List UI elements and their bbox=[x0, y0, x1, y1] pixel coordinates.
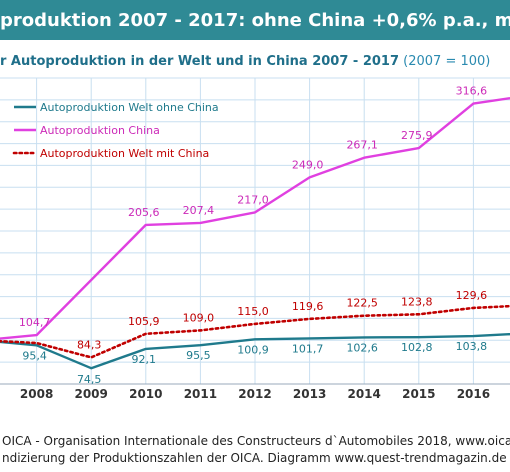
data-label: 207,4 bbox=[183, 204, 215, 217]
chart-subtitle-note: (2007 = 100) bbox=[403, 54, 491, 69]
data-label: 119,6 bbox=[292, 300, 324, 313]
data-label: 129,6 bbox=[456, 289, 488, 302]
x-tick-label: 2013 bbox=[293, 387, 326, 400]
x-tick-label: 2009 bbox=[74, 387, 107, 400]
data-label: 267,1 bbox=[346, 139, 378, 152]
data-label: 249,0 bbox=[292, 158, 324, 171]
data-label: 122,5 bbox=[346, 297, 378, 310]
x-tick-label: 2014 bbox=[347, 387, 380, 400]
data-label: 95,4 bbox=[22, 349, 47, 362]
legend-label: Autoproduktion Welt ohne China bbox=[40, 101, 219, 114]
data-label: 205,6 bbox=[128, 206, 160, 219]
series-line-ohne-china bbox=[0, 332, 510, 370]
data-label: 105,9 bbox=[128, 315, 160, 328]
source-note: OICA - Organisation Internationale des C… bbox=[2, 434, 510, 448]
data-label: 109,0 bbox=[183, 311, 215, 324]
data-label: 102,6 bbox=[346, 341, 378, 354]
data-label: 104,7 bbox=[19, 316, 51, 329]
chart-title: produktion 2007 - 2017: ohne China +0,6%… bbox=[0, 10, 510, 31]
data-label: 123,8 bbox=[401, 295, 433, 308]
data-label: 95,5 bbox=[186, 349, 211, 362]
legend-label: Autoproduktion China bbox=[40, 124, 160, 137]
title-bar: produktion 2007 - 2017: ohne China +0,6%… bbox=[0, 0, 510, 40]
data-label: 115,0 bbox=[237, 305, 269, 318]
data-label: 84,3 bbox=[77, 338, 102, 351]
x-tick-label: 2010 bbox=[129, 387, 162, 400]
method-note: ndizierung der Produktionszahlen der OIC… bbox=[2, 451, 507, 465]
x-tick-label: 2008 bbox=[20, 387, 53, 400]
x-tick-label: 2016 bbox=[457, 387, 490, 400]
chart-subtitle: r Autoproduktion in der Welt und in Chin… bbox=[0, 54, 400, 69]
data-label: 217,0 bbox=[237, 193, 269, 206]
data-label: 100,9 bbox=[237, 343, 269, 356]
x-tick-label: 2015 bbox=[402, 387, 435, 400]
series-line-china bbox=[0, 96, 510, 340]
data-label: 101,7 bbox=[292, 342, 324, 355]
data-label: 316,6 bbox=[456, 85, 488, 98]
x-tick-label: 2012 bbox=[238, 387, 271, 400]
data-label: 103,8 bbox=[456, 340, 488, 353]
data-label: 74,5 bbox=[77, 373, 102, 386]
line-chart: 2008 2009 2010 2011 2012 2013 2014 2015 2016 95,4… bbox=[0, 77, 510, 400]
chart-subtitle-line: r Autoproduktion in der Welt und in Chin… bbox=[0, 54, 490, 69]
data-label: 92,1 bbox=[132, 353, 157, 366]
x-tick-label: 2011 bbox=[184, 387, 217, 400]
data-label: 275,9 bbox=[401, 129, 433, 142]
legend-label: Autoproduktion Welt mit China bbox=[40, 147, 209, 160]
series-line-mit-china bbox=[0, 304, 510, 359]
data-label: 102,8 bbox=[401, 341, 433, 354]
